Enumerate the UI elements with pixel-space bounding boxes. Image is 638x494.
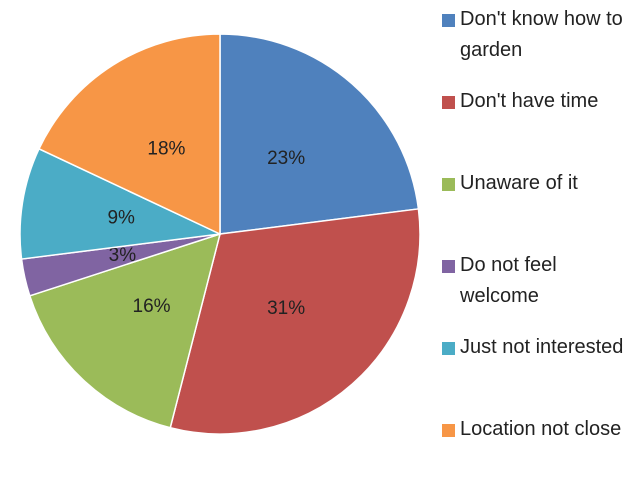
- data-label: 18%: [147, 139, 185, 160]
- legend-swatch: [442, 260, 455, 273]
- legend-item: Don't have time: [440, 86, 636, 166]
- legend-label: Don't know how to garden: [460, 8, 623, 61]
- legend-label: Just not interested: [460, 336, 624, 358]
- legend-label: Don't have time: [460, 90, 599, 112]
- pie-slice: [219, 33, 420, 235]
- legend-swatch: [442, 96, 455, 109]
- legend-label: Unaware of it: [460, 172, 578, 194]
- legend-item: Don't know how to garden: [440, 4, 636, 84]
- chart: 23% 31% 16% 3% 9% 18%: [19, 33, 421, 435]
- legend-label: Do not feel welcome: [460, 254, 557, 307]
- legend-item: Location not close: [440, 414, 636, 494]
- data-label: 9%: [107, 207, 135, 228]
- data-label: 16%: [133, 296, 171, 317]
- page: {"chart_data": {"type": "pie", "categori…: [19, 4, 636, 440]
- data-label: 23%: [267, 148, 305, 169]
- pie-slice: [38, 33, 221, 236]
- legend-swatch: [442, 342, 455, 355]
- legend-swatch: [442, 14, 455, 27]
- legend-swatch: [442, 424, 455, 437]
- pie-slice: [19, 147, 223, 260]
- data-label: 31%: [267, 298, 305, 319]
- data-label: 3%: [109, 245, 137, 266]
- legend-swatch: [442, 178, 455, 191]
- legend-item: Just not interested: [440, 332, 636, 412]
- pie-slice: [169, 208, 421, 435]
- pie-slice: [28, 232, 222, 429]
- legend-label: Location not close: [460, 418, 622, 440]
- legend-item: Unaware of it: [440, 168, 636, 248]
- legend-item: Do not feel welcome: [440, 250, 636, 330]
